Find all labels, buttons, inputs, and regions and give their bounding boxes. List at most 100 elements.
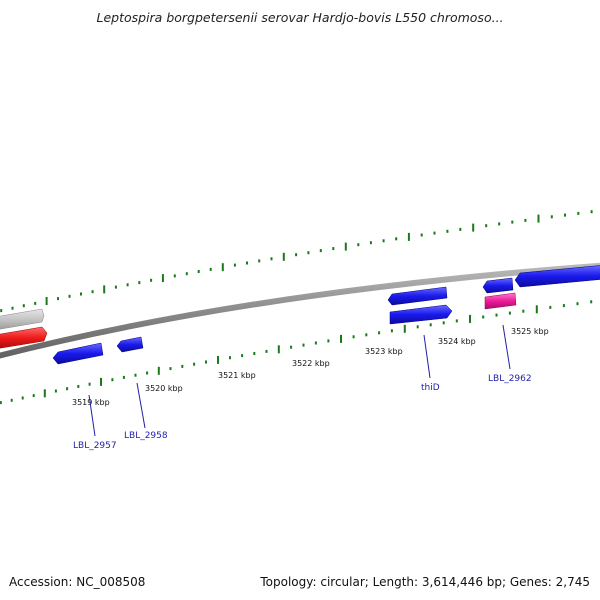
leader-LBL-2957 bbox=[88, 394, 96, 437]
inner-tick bbox=[290, 345, 293, 349]
outer-tick bbox=[433, 231, 436, 235]
inner-tick bbox=[562, 304, 565, 308]
outer-tick bbox=[138, 281, 141, 285]
gene-label-LBL-2958[interactable]: LBL_2958 bbox=[124, 431, 168, 441]
outer-tick bbox=[407, 232, 410, 241]
outer-tick-track bbox=[0, 210, 593, 313]
inner-tick bbox=[302, 343, 305, 347]
outer-tick bbox=[197, 270, 200, 273]
leader-LBL-2958 bbox=[136, 382, 146, 429]
leader-thiD bbox=[423, 334, 431, 379]
inner-tick bbox=[122, 375, 125, 379]
outer-tick bbox=[369, 241, 372, 245]
inner-tick bbox=[340, 334, 342, 343]
gene-label-thiD[interactable]: thiD bbox=[421, 383, 440, 393]
inner-tick bbox=[390, 329, 393, 333]
inner-tick bbox=[314, 341, 317, 345]
inner-tick bbox=[365, 333, 368, 337]
inner-tick bbox=[495, 313, 498, 317]
outer-tick bbox=[246, 261, 248, 265]
scale-label: 3524 kbp bbox=[438, 337, 476, 346]
outer-tick bbox=[395, 237, 398, 241]
scale-label: 3520 kbp bbox=[145, 384, 183, 393]
inner-tick bbox=[378, 331, 381, 335]
gene-3523-upper bbox=[387, 286, 448, 306]
outer-tick bbox=[307, 251, 310, 255]
outer-tick bbox=[446, 229, 449, 233]
outer-tick bbox=[420, 233, 423, 237]
inner-tick bbox=[169, 367, 172, 371]
inner-tick bbox=[111, 378, 114, 382]
outer-tick bbox=[524, 218, 527, 222]
outer-tick bbox=[382, 239, 385, 243]
inner-tick bbox=[265, 349, 268, 353]
gene-3525-upper bbox=[482, 277, 514, 294]
inner-tick bbox=[205, 360, 207, 364]
outer-tick bbox=[103, 285, 106, 294]
outer-tick bbox=[295, 253, 298, 257]
inner-tick bbox=[327, 339, 330, 343]
outer-tick bbox=[126, 283, 129, 287]
scale-label: 3525 kbp bbox=[511, 327, 549, 336]
inner-tick bbox=[217, 355, 219, 364]
outer-tick bbox=[459, 227, 462, 231]
gene-label-LBL-2957[interactable]: LBL_2957 bbox=[73, 441, 117, 451]
inner-tick bbox=[277, 345, 280, 354]
page-title: Leptospira borgpetersenii serovar Hardjo… bbox=[96, 10, 504, 25]
scale-label: 3522 kbp bbox=[292, 359, 330, 368]
outer-tick bbox=[498, 222, 501, 226]
inner-tick bbox=[88, 382, 91, 386]
outer-tick bbox=[550, 215, 553, 219]
outer-tick bbox=[80, 292, 82, 296]
gene-LBL-2962 bbox=[484, 292, 517, 310]
outer-tick bbox=[319, 249, 322, 253]
inner-tick-track bbox=[0, 300, 593, 405]
gene-long-right bbox=[514, 265, 600, 288]
scale-label: 3519 kbp bbox=[72, 398, 110, 407]
inner-tick bbox=[482, 315, 485, 319]
inner-tick bbox=[0, 401, 2, 405]
outer-tick bbox=[209, 267, 212, 271]
outer-tick bbox=[511, 220, 514, 224]
inner-tick bbox=[134, 373, 137, 377]
inner-tick bbox=[181, 364, 184, 368]
outer-tick bbox=[185, 272, 188, 276]
inner-tick bbox=[429, 323, 432, 327]
scale-label: 3523 kbp bbox=[365, 347, 403, 356]
topology-label: Topology: circular; Length: 3,614,446 bp… bbox=[260, 575, 590, 589]
inner-tick bbox=[66, 387, 69, 391]
gene-leader-lines bbox=[88, 324, 511, 437]
inner-tick bbox=[241, 354, 244, 358]
inner-tick bbox=[54, 389, 57, 393]
outer-tick bbox=[485, 224, 488, 228]
gene-LBL-2958 bbox=[116, 336, 144, 353]
gene-rRNA-left bbox=[0, 326, 48, 349]
outer-tick bbox=[11, 306, 14, 310]
inner-tick bbox=[549, 305, 552, 309]
outer-tick bbox=[258, 259, 261, 263]
leader-LBL-2962 bbox=[502, 324, 511, 370]
inner-tick bbox=[32, 394, 35, 398]
inner-tick bbox=[455, 319, 458, 323]
outer-tick bbox=[537, 214, 540, 223]
outer-tick bbox=[282, 252, 285, 261]
scale-labels: 3519 kbp 3520 kbp 3521 kbp 3522 kbp 3523… bbox=[72, 327, 549, 407]
inner-tick bbox=[403, 324, 406, 333]
inner-tick bbox=[253, 352, 256, 355]
outer-tick bbox=[91, 290, 94, 294]
gene-labels: LBL_2957 LBL_2958 thiD LBL_2962 bbox=[73, 374, 532, 451]
gene-label-LBL-2962[interactable]: LBL_2962 bbox=[488, 374, 532, 384]
outer-tick bbox=[577, 211, 580, 215]
outer-tick bbox=[472, 223, 475, 232]
gene-LBL-2957 bbox=[52, 342, 104, 365]
outer-tick bbox=[45, 297, 48, 305]
outer-tick bbox=[357, 243, 360, 247]
outer-tick bbox=[68, 294, 71, 298]
gene-thiD bbox=[389, 304, 453, 325]
outer-tick bbox=[114, 285, 117, 289]
outer-tick bbox=[161, 274, 164, 283]
inner-tick bbox=[43, 389, 46, 398]
outer-tick bbox=[344, 242, 347, 251]
